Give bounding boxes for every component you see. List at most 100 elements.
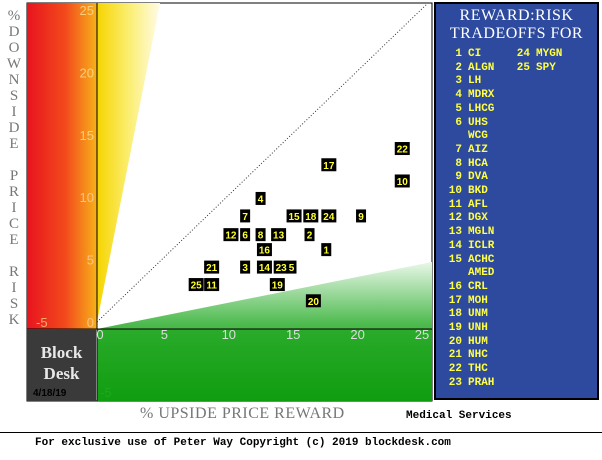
legend-number: 13 xyxy=(448,226,462,239)
point-marker-7 xyxy=(240,209,251,223)
legend-entry: 22 THC xyxy=(440,363,488,376)
legend-ticker: NHC xyxy=(468,349,488,362)
point-marker-3 xyxy=(240,260,251,274)
point-marker-2 xyxy=(304,228,315,242)
legend-ticker: ICLR xyxy=(468,239,495,252)
reward-zone-green-base xyxy=(97,329,432,401)
legend-entry: 11 AFL xyxy=(440,199,488,212)
point-marker-9 xyxy=(356,209,367,223)
y-axis-letter: S xyxy=(9,296,19,312)
legend-entry: 8 HCA xyxy=(440,157,487,171)
legend-number: 24 xyxy=(516,48,530,60)
legend-ticker: ACHC xyxy=(468,253,495,266)
legend-ticker: UNM xyxy=(468,308,488,321)
point-marker-8 xyxy=(255,228,266,242)
legend-ticker: LHCG xyxy=(468,102,495,115)
legend-number: 9 xyxy=(455,171,462,184)
legend-number: 7 xyxy=(455,143,462,156)
legend-entry: 13 MGLN xyxy=(440,226,495,239)
point-label-13: 13 xyxy=(273,231,285,242)
point-marker-21 xyxy=(204,260,220,274)
legend-entry: 2 ALGN xyxy=(440,62,494,75)
chart-date: 4/18/19 xyxy=(33,388,67,399)
point-marker-20 xyxy=(305,294,321,308)
y-tick-label: 5 xyxy=(87,253,94,268)
legend-entry: 12 DGX xyxy=(440,212,488,225)
legend-number: 22 xyxy=(448,363,462,376)
point-label-16: 16 xyxy=(259,246,271,257)
legend-entry: 25 SPY xyxy=(508,62,556,75)
legend-ticker: CRL xyxy=(468,280,488,293)
x-tick-labels: 0 5 10 15 20 25 xyxy=(96,327,429,342)
y-axis-letter: N xyxy=(8,72,20,88)
legend-ticker: MGLN xyxy=(468,226,495,239)
legend-number: 17 xyxy=(448,294,462,307)
legend-ticker: THC xyxy=(468,363,488,376)
legend-ticker: WCG xyxy=(468,130,488,143)
legend-number: 1 xyxy=(455,48,462,60)
legend-number: 12 xyxy=(448,212,462,225)
legend-entry: 5 LHCG xyxy=(440,103,494,116)
legend-entry: 20 HUM xyxy=(440,336,488,349)
point-marker-24 xyxy=(321,209,337,223)
legend-ticker: ALGN xyxy=(468,61,495,74)
point-label-18: 18 xyxy=(305,212,317,223)
point-label-6: 6 xyxy=(242,231,248,242)
legend-ticker: DGX xyxy=(468,212,488,225)
legend-number: 19 xyxy=(448,322,462,334)
legend-entry: 15 ACHC xyxy=(440,253,495,267)
brand-line-1: Block xyxy=(40,343,83,362)
y-axis-letter xyxy=(3,248,25,264)
legend-panel: REWARD:RISK TRADEOFFS FOR 1 CI 2 ALGN 3 LH 4 MD… xyxy=(434,2,599,400)
y-axis-letter: E xyxy=(9,232,19,248)
legend-ticker: MOH xyxy=(468,294,488,307)
legend-number: 5 xyxy=(455,102,462,115)
footer-divider xyxy=(0,432,602,433)
legend-ticker: PRAH xyxy=(468,376,495,389)
x-axis-label: % UPSIDE PRICE REWARD xyxy=(140,405,345,422)
legend-entry: 1 CI xyxy=(440,48,481,61)
brand-line-2: Desk xyxy=(43,364,80,383)
point-label-21: 21 xyxy=(206,263,218,274)
legend-ticker: MYGN xyxy=(536,48,563,60)
legend-ticker: DVA xyxy=(468,171,488,184)
y-axis-letter: % xyxy=(7,8,21,24)
legend-ticker: AMED xyxy=(468,267,495,280)
legend-number: 2 xyxy=(455,61,462,74)
point-label-23: 23 xyxy=(276,263,288,274)
y-tick-label: 0 xyxy=(87,315,94,330)
legend-ticker: UNH xyxy=(468,322,488,334)
y-axis-letter: E xyxy=(9,136,19,152)
y-axis-letter: D xyxy=(8,120,20,136)
point-marker-23 xyxy=(273,260,289,274)
point-label-8: 8 xyxy=(258,231,264,242)
legend-entry: 19 UNH xyxy=(440,322,488,335)
point-marker-25 xyxy=(188,278,204,292)
legend-number: 25 xyxy=(516,61,530,74)
x-tick-label: 15 xyxy=(286,327,300,342)
legend-ticker: SPY xyxy=(536,61,556,74)
legend-number: 4 xyxy=(455,89,462,102)
legend-ticker: BKD xyxy=(468,185,488,197)
y-axis-letter: R xyxy=(8,184,19,200)
point-label-19: 19 xyxy=(272,281,284,292)
block-desk-logo: Block Desk xyxy=(27,329,96,401)
legend-entry: 16 CRL xyxy=(440,281,488,294)
point-marker-19 xyxy=(269,278,285,292)
point-label-20: 20 xyxy=(308,297,320,308)
legend-entry: WCG xyxy=(440,130,488,143)
point-marker-18 xyxy=(303,209,319,223)
legend-number: 11 xyxy=(448,198,462,211)
legend-number: 8 xyxy=(455,157,462,170)
legend-number: 16 xyxy=(448,280,462,293)
risk-zone-red xyxy=(27,3,97,329)
point-label-22: 22 xyxy=(397,145,409,156)
point-marker-10 xyxy=(394,174,410,188)
legend-title: REWARD:RISK TRADEOFFS FOR xyxy=(436,7,597,43)
legend-ticker: LH xyxy=(468,75,482,88)
point-label-14: 14 xyxy=(259,263,271,274)
